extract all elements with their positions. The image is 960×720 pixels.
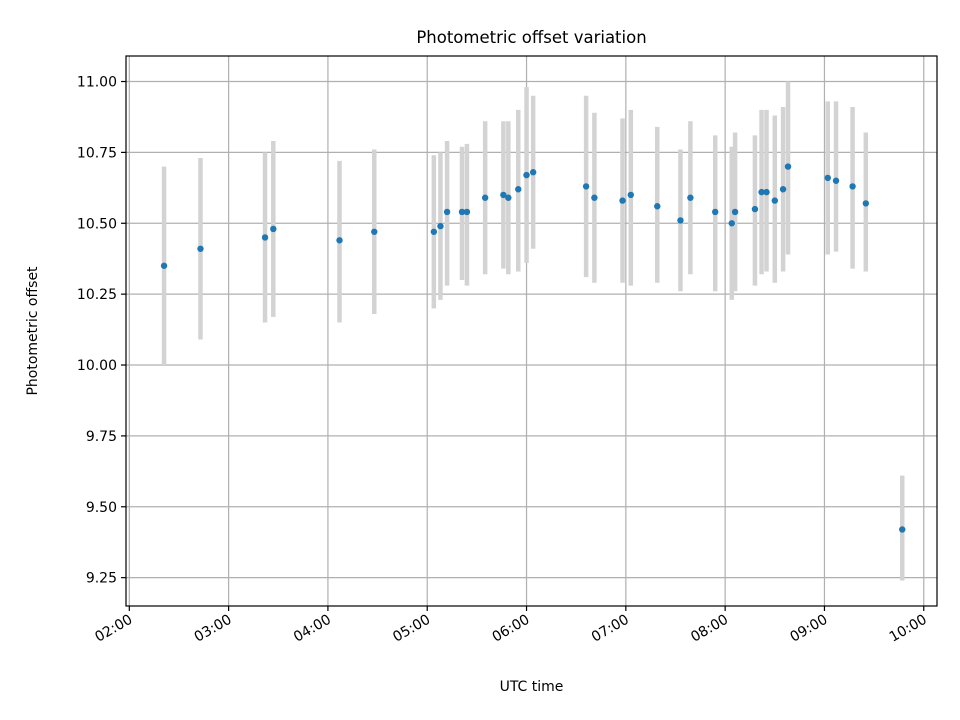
x-axis-label: UTC time bbox=[500, 679, 564, 695]
data-point bbox=[270, 225, 277, 233]
y-tick-label: 10.50 bbox=[77, 216, 117, 232]
data-point bbox=[371, 228, 378, 235]
y-axis-label: Photometric offset bbox=[25, 266, 41, 396]
data-point bbox=[751, 205, 759, 213]
data-point bbox=[758, 188, 765, 196]
data-point bbox=[515, 186, 522, 193]
data-point bbox=[832, 177, 840, 184]
data-point bbox=[849, 183, 856, 190]
y-tick-label: 10.25 bbox=[77, 287, 117, 303]
data-point bbox=[523, 171, 530, 179]
data-point bbox=[619, 197, 626, 204]
data-point bbox=[784, 163, 792, 170]
y-axis-ticks: 9.25 9.50 9.75 10.00 10.25 10.50 10.75 11.00 bbox=[77, 75, 126, 587]
data-point bbox=[771, 197, 778, 204]
data-point bbox=[261, 234, 269, 241]
data-point bbox=[627, 191, 635, 199]
data-point bbox=[430, 228, 438, 235]
data-point bbox=[654, 203, 661, 210]
data-point bbox=[160, 262, 168, 269]
data-point bbox=[779, 186, 787, 193]
y-tick-label: 10.00 bbox=[77, 358, 117, 374]
data-point bbox=[712, 208, 719, 216]
y-tick-label: 9.75 bbox=[86, 429, 117, 445]
data-point bbox=[463, 208, 471, 216]
data-point bbox=[481, 194, 489, 201]
data-point bbox=[437, 222, 444, 230]
data-point bbox=[728, 220, 735, 227]
data-point bbox=[458, 208, 466, 216]
data-points bbox=[160, 163, 906, 533]
y-tick-label: 10.75 bbox=[77, 145, 117, 161]
data-point bbox=[824, 174, 831, 182]
data-point bbox=[677, 217, 684, 224]
data-point bbox=[862, 200, 870, 207]
data-point bbox=[899, 526, 906, 533]
data-point bbox=[197, 245, 204, 252]
data-point bbox=[443, 208, 451, 216]
data-point bbox=[763, 188, 770, 196]
y-tick-label: 9.50 bbox=[86, 500, 117, 516]
data-point bbox=[687, 194, 694, 201]
data-point bbox=[500, 191, 507, 199]
grid-lines bbox=[126, 56, 937, 606]
data-point bbox=[582, 183, 590, 190]
chart-title: Photometric offset variation bbox=[416, 28, 646, 47]
data-point bbox=[505, 194, 512, 201]
data-point bbox=[591, 194, 598, 201]
data-point bbox=[336, 237, 343, 244]
y-tick-label: 9.25 bbox=[86, 571, 117, 587]
data-point bbox=[529, 169, 537, 176]
data-point bbox=[731, 208, 739, 216]
y-tick-label: 11.00 bbox=[77, 75, 117, 91]
axes-frame bbox=[125, 55, 938, 607]
